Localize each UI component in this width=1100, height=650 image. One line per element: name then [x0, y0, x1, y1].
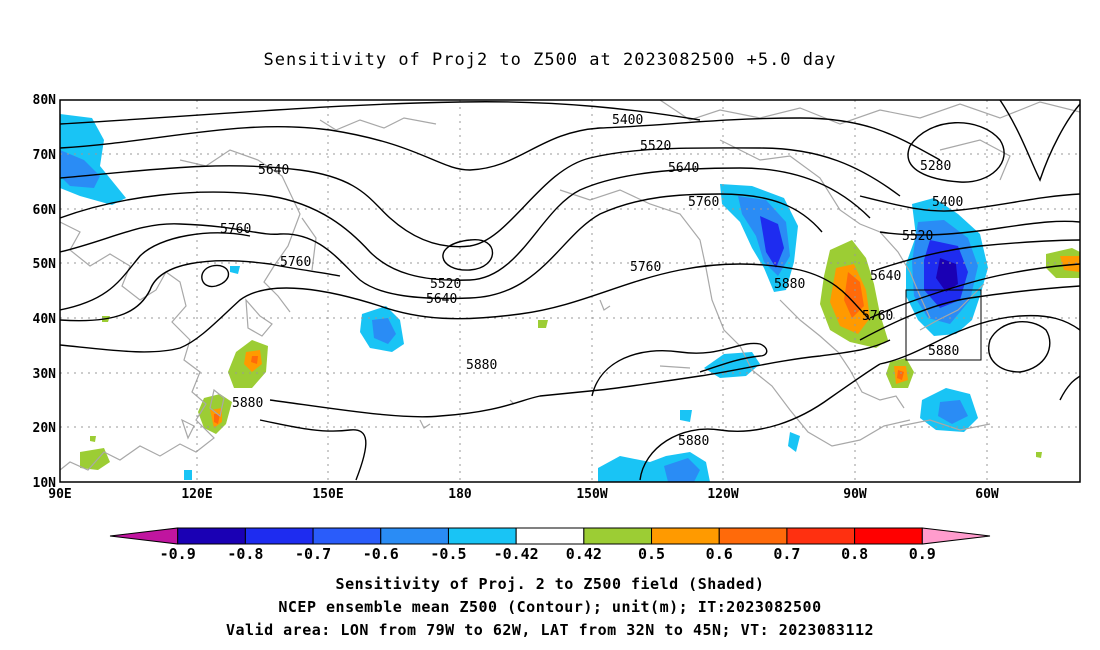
contour-label: 5760 — [280, 255, 311, 270]
lat-axis: 80N 70N 60N 50N 40N 30N 20N 10N — [33, 93, 57, 491]
colorbar-tick-label: 0.8 — [841, 545, 868, 563]
colorbar-swatch — [244, 527, 314, 545]
lat-tick-label: 20N — [33, 421, 57, 436]
colorbar-swatch — [380, 527, 449, 545]
lon-tick-label: 120E — [181, 487, 212, 502]
colorbar-tick-label: -0.5 — [430, 545, 466, 563]
contour-label: 5880 — [232, 396, 263, 411]
contour-label: 5640 — [668, 161, 699, 176]
colorbar-swatch — [651, 527, 720, 545]
footer-line-valid-area: Valid area: LON from 79W to 62W, LAT fro… — [225, 621, 875, 639]
lat-tick-label: 60N — [33, 203, 57, 218]
contour-label: 5760 — [862, 309, 893, 324]
colorbar-tick-label: 0.5 — [638, 545, 665, 563]
lon-tick-label: 60W — [975, 487, 999, 502]
colorbar-tick-label: 0.42 — [566, 545, 602, 563]
contour-label: 5760 — [220, 222, 251, 237]
contour-label: 5880 — [466, 358, 497, 373]
lat-tick-label: 70N — [33, 148, 57, 163]
contour-label: 5400 — [612, 113, 643, 128]
colorbar-tick-label: -0.9 — [160, 545, 196, 563]
map-frame — [59, 99, 1081, 483]
lon-tick-label: 150W — [576, 487, 607, 502]
colorbar-swatch — [786, 527, 856, 545]
contour-label: 5880 — [678, 434, 709, 449]
lon-tick-label: 120W — [707, 487, 738, 502]
footer-line-contour: NCEP ensemble mean Z500 (Contour); unit(… — [278, 598, 822, 616]
colorbar-swatch — [447, 527, 517, 545]
lon-tick-label: 150E — [312, 487, 343, 502]
lat-tick-label: 80N — [33, 93, 57, 108]
contour-label: 5520 — [640, 139, 671, 154]
coastlines — [60, 100, 1080, 471]
colorbar-swatch — [718, 527, 788, 545]
colorbar-tick-label: 0.6 — [706, 545, 733, 563]
lat-tick-label: 40N — [33, 312, 57, 327]
lon-tick-label: 180 — [448, 487, 472, 502]
map-title: Sensitivity of Proj2 to Z500 at 20230825… — [263, 50, 837, 70]
footer-line-shading: Sensitivity of Proj. 2 to Z500 field (Sh… — [335, 575, 765, 593]
contour-label: 5880 — [928, 344, 959, 359]
colorbar-tick-label: -0.6 — [363, 545, 399, 563]
lon-axis: 90E 120E 150E 180 150W 120W 90W 60W — [48, 487, 999, 502]
colorbar-swatch — [177, 527, 246, 545]
colorbar-swatch — [854, 527, 923, 545]
colorbar: -0.9 -0.8 -0.7 -0.6 -0.5 -0.42 0.42 0.5 0.6 0.7 0.… — [109, 527, 991, 563]
contour-label: 5760 — [630, 260, 661, 275]
colorbar-swatch — [515, 527, 585, 545]
lon-tick-label: 90E — [48, 487, 71, 502]
contour-label: 5640 — [870, 269, 901, 284]
lat-tick-label: 10N — [33, 476, 57, 491]
colorbar-swatch — [583, 527, 653, 545]
contour-label-group: 5400 5520 5640 5760 5280 5400 5520 5640 … — [220, 113, 963, 449]
lon-tick-label: 90W — [843, 487, 867, 502]
colorbar-tick-label: -0.42 — [494, 545, 539, 563]
contour-label: 5520 — [902, 229, 933, 244]
colorbar-swatch — [109, 527, 179, 545]
contour-label: 5640 — [258, 163, 289, 178]
contour-label: 5520 — [430, 277, 461, 292]
contour-label: 5280 — [920, 159, 951, 174]
z500-contours — [60, 100, 1080, 481]
colorbar-swatch — [921, 527, 991, 545]
colorbar-tick-label: 0.9 — [909, 545, 936, 563]
contour-label: 5880 — [774, 277, 805, 292]
grid-lines — [60, 100, 1080, 482]
valid-area-box — [905, 289, 982, 361]
lat-tick-label: 50N — [33, 257, 57, 272]
contour-label: 5400 — [932, 195, 963, 210]
colorbar-tick-label: -0.7 — [295, 545, 331, 563]
colorbar-tick-label: 0.7 — [773, 545, 800, 563]
colorbar-swatch — [312, 527, 382, 545]
colorbar-tick-label: -0.8 — [227, 545, 263, 563]
contour-label: 5760 — [688, 195, 719, 210]
contour-label: 5640 — [426, 292, 457, 307]
lat-tick-label: 30N — [33, 367, 57, 382]
